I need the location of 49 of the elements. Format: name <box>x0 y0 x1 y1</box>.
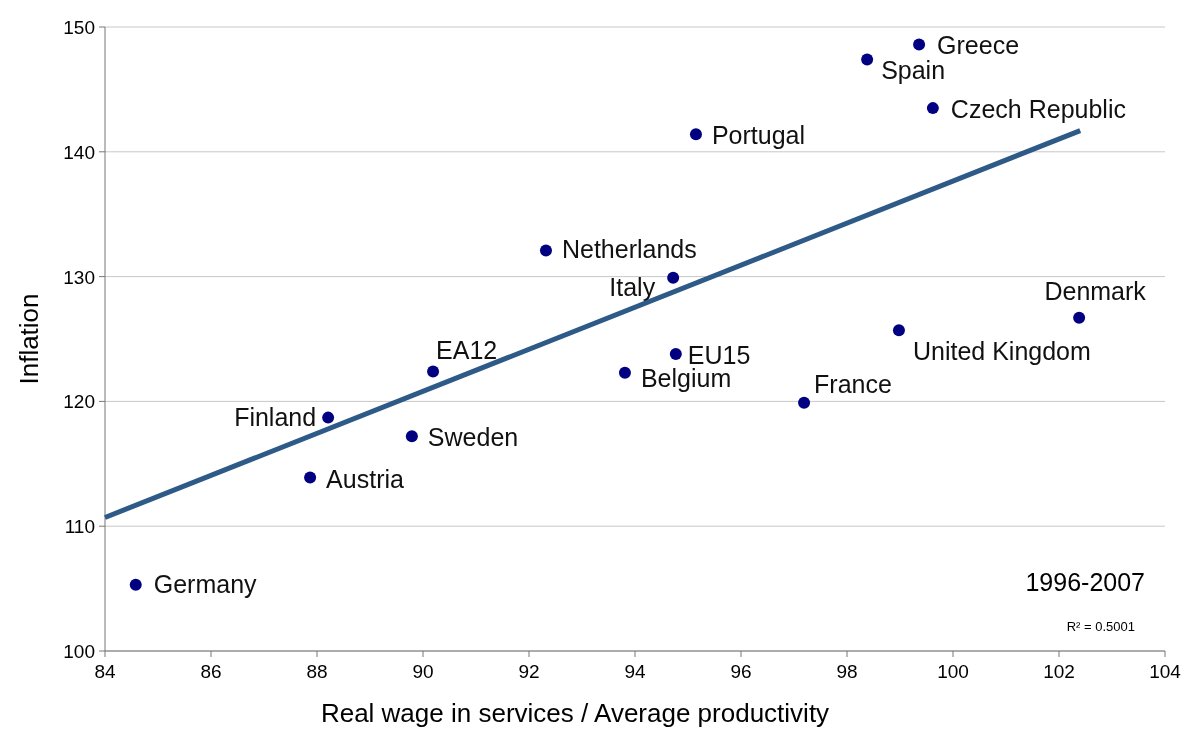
point <box>669 347 682 360</box>
y-tick-label: 130 <box>63 266 95 288</box>
x-tick-label: 88 <box>306 661 328 682</box>
x-tick-label: 104 <box>1149 661 1182 682</box>
y-tick-label: 100 <box>63 641 95 662</box>
series-label: Finland <box>234 402 317 431</box>
series-label: Sweden <box>427 423 519 452</box>
y-axis-title: Inflation <box>14 293 44 385</box>
x-tick-label: 96 <box>730 661 752 682</box>
series-label: Germany <box>153 569 258 598</box>
annotation: 1996-2007 <box>1025 568 1145 596</box>
series-label: France <box>814 369 892 398</box>
series-label: Netherlands <box>561 235 697 264</box>
point <box>892 324 905 337</box>
y-tick-label: 150 <box>63 17 95 38</box>
point <box>913 38 926 51</box>
x-tick-label: 92 <box>518 661 540 682</box>
point <box>618 366 631 379</box>
series-label: Czech Republic <box>950 95 1126 124</box>
x-tick-label: 86 <box>200 661 222 682</box>
series-label: United Kingdom <box>912 337 1091 366</box>
x-tick-label: 98 <box>836 661 858 682</box>
x-axis-title: Real wage in services / Average productivity <box>320 698 830 728</box>
series-label: Denmark <box>1044 276 1147 305</box>
series-label: EA12 <box>436 336 498 365</box>
point <box>322 411 335 424</box>
x-tick-label: 100 <box>937 661 969 682</box>
point <box>667 271 680 284</box>
point <box>926 102 939 115</box>
point <box>798 396 811 409</box>
x-tick-label: 84 <box>94 661 116 682</box>
y-tick-label: 110 <box>64 516 95 538</box>
annotation: R² = 0.5001 <box>1066 619 1135 634</box>
point <box>405 430 418 443</box>
point <box>539 244 552 257</box>
x-tick-label: 94 <box>624 661 646 682</box>
x-tick-label: 90 <box>412 661 434 682</box>
series-label: Italy <box>609 272 656 301</box>
x-tick-label: 102 <box>1043 661 1075 682</box>
point <box>861 53 874 66</box>
series-label: Portugal <box>711 121 806 150</box>
y-tick-label: 140 <box>63 141 95 163</box>
point <box>427 365 440 378</box>
point <box>129 578 142 591</box>
point <box>1073 311 1086 324</box>
y-tick-label: 120 <box>63 391 95 413</box>
series-label: Austria <box>326 464 405 493</box>
point <box>689 128 702 141</box>
point <box>304 471 317 484</box>
